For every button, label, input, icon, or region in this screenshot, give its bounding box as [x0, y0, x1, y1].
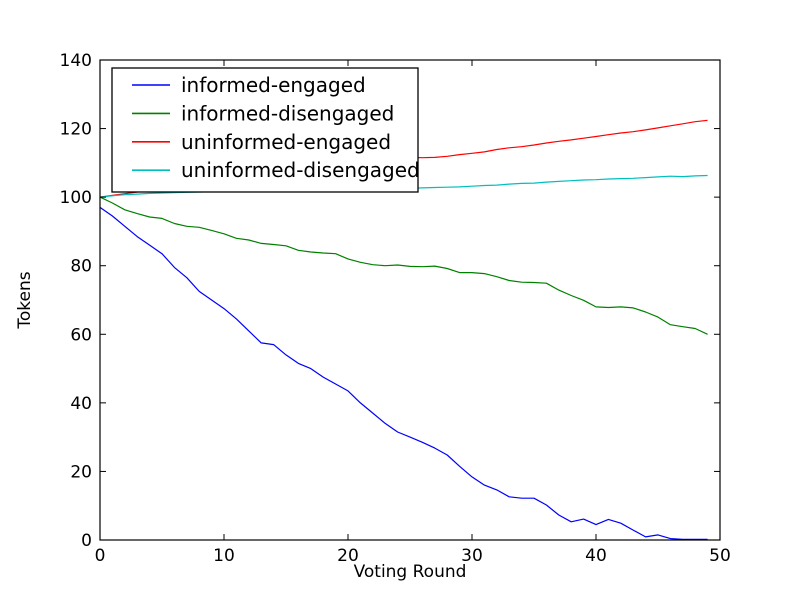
legend-label-informed-engaged: informed-engaged [181, 73, 366, 97]
series-line-informed-engaged [99, 206, 708, 540]
y-axis-label: Tokens [15, 271, 35, 329]
y-tick-label: 60 [70, 325, 92, 345]
x-tick-label: 30 [461, 546, 483, 566]
x-tick-label: 40 [585, 546, 607, 566]
legend-label-uninformed-disengaged: uninformed-disengaged [181, 158, 420, 182]
y-tick-label: 100 [60, 188, 92, 208]
x-tick-label: 10 [213, 546, 235, 566]
y-tick-label: 40 [70, 394, 92, 414]
y-tick-label: 0 [81, 531, 92, 551]
x-tick-label: 0 [95, 546, 106, 566]
axes-frame [99, 59, 721, 541]
x-tick-label: 20 [337, 546, 359, 566]
legend-label-informed-disengaged: informed-disengaged [181, 101, 394, 125]
y-tick-label: 120 [60, 120, 92, 140]
y-tick-label: 140 [60, 51, 92, 71]
legend-box [111, 67, 419, 193]
x-tick-label: 50 [709, 546, 731, 566]
legend-label-uninformed-engaged: uninformed-engaged [181, 130, 391, 154]
y-tick-label: 80 [70, 257, 92, 277]
series-line-informed-disengaged [99, 196, 708, 335]
y-tick-label: 20 [70, 462, 92, 482]
x-axis-label: Voting Round [354, 562, 467, 582]
